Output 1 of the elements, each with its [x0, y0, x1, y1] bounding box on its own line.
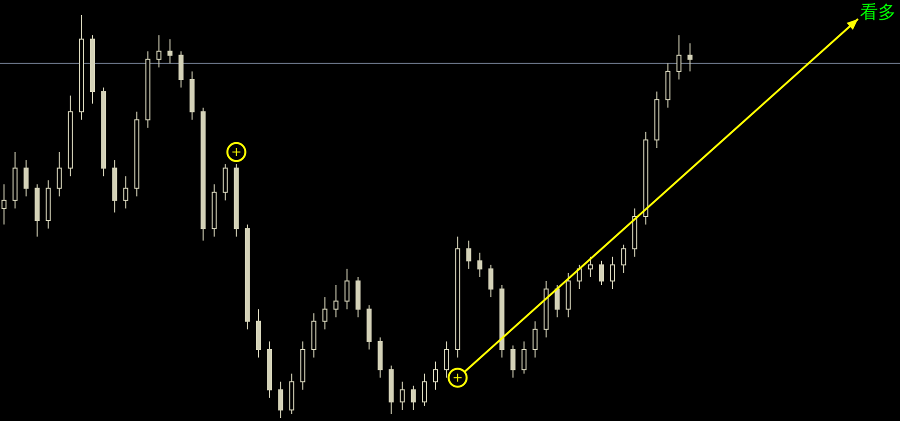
text: 看多 — [860, 2, 896, 23]
